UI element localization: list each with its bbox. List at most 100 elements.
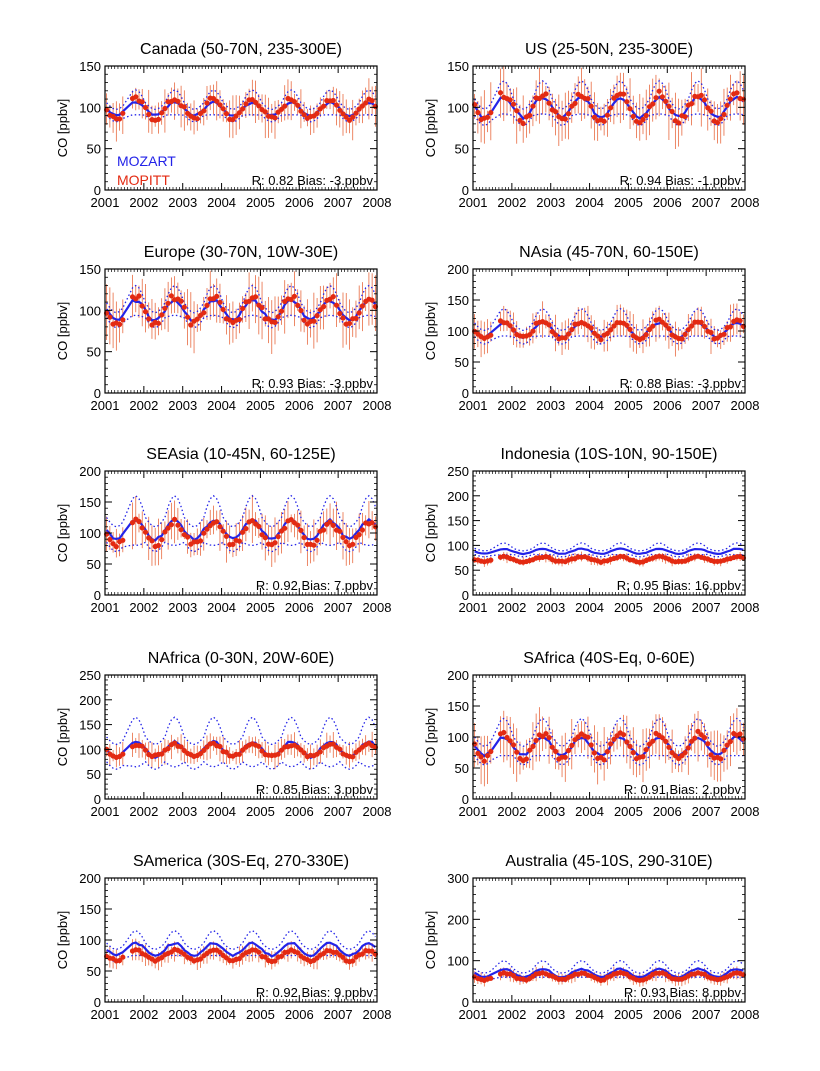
observation-point — [243, 101, 249, 107]
observation-point — [243, 526, 249, 532]
x-tick-label: 2006 — [653, 1007, 682, 1022]
y-tick-label: 100 — [79, 742, 101, 757]
observation-point — [272, 115, 278, 121]
observation-point — [139, 303, 145, 309]
observation-point — [646, 326, 653, 333]
observation-point — [136, 947, 142, 953]
observation-point — [343, 114, 349, 120]
observation-point — [236, 751, 242, 757]
observation-point — [291, 293, 297, 299]
observation-point — [650, 101, 656, 107]
observation-point — [514, 108, 520, 114]
x-tick-label: 2007 — [324, 1007, 353, 1022]
observation-point — [197, 751, 204, 757]
observation-point — [201, 108, 207, 114]
observation-point — [223, 749, 229, 755]
observation-points — [472, 969, 747, 984]
y-tick-label: 100 — [79, 933, 101, 948]
x-tick-label: 2003 — [536, 195, 565, 210]
y-tick-label: 50 — [455, 563, 469, 578]
observation-point — [197, 538, 204, 544]
y-tick-label: 150 — [79, 59, 101, 74]
observation-point — [223, 111, 229, 117]
y-tick-label: 100 — [447, 954, 469, 969]
observation-point — [272, 958, 278, 964]
observation-point — [692, 735, 698, 741]
x-tick-label: 2002 — [129, 600, 158, 615]
x-tick-label: 2001 — [459, 1007, 488, 1022]
y-tick-label: 100 — [447, 324, 469, 339]
observation-point — [527, 332, 533, 338]
model-line — [106, 941, 377, 958]
observation-point — [507, 97, 513, 103]
observation-point — [604, 330, 611, 337]
observation-point — [350, 958, 356, 964]
x-tick-label: 2007 — [324, 600, 353, 615]
observation-point — [220, 106, 226, 112]
observation-point — [165, 746, 171, 752]
observation-point — [604, 112, 611, 118]
y-axis-label: CO [ppbv] — [423, 302, 438, 361]
x-tick-label: 2005 — [246, 398, 275, 413]
observation-point — [330, 522, 336, 529]
observation-point — [217, 524, 223, 530]
observation-point — [353, 315, 359, 321]
observation-point — [727, 738, 734, 745]
observation-point — [637, 120, 643, 126]
observation-point — [369, 297, 375, 303]
panel-title: Australia (45-10S, 290-310E) — [505, 853, 712, 870]
observation-point — [253, 294, 259, 300]
observation-point — [727, 324, 734, 330]
x-tick-label: 2007 — [692, 195, 721, 210]
observation-point — [317, 749, 323, 755]
observation-point — [314, 110, 320, 116]
observation-point — [311, 542, 317, 548]
observation-point — [543, 731, 549, 737]
observation-point — [159, 312, 165, 318]
model-spread — [474, 542, 744, 558]
observation-point — [236, 316, 242, 323]
observation-point — [530, 103, 536, 109]
y-tick-label: 200 — [79, 693, 101, 708]
observation-point — [527, 112, 533, 118]
observation-point — [685, 327, 691, 333]
observation-point — [272, 319, 278, 325]
observation-point — [591, 114, 598, 120]
observation-point — [705, 741, 711, 747]
observation-point — [611, 323, 617, 329]
observation-point — [546, 100, 552, 106]
observation-point — [162, 105, 168, 112]
observation-point — [139, 99, 145, 105]
observation-point — [220, 306, 226, 313]
observation-point — [481, 758, 487, 764]
y-tick-label: 150 — [447, 514, 469, 529]
observation-point — [236, 538, 242, 544]
observation-points — [104, 946, 378, 965]
observation-point — [133, 94, 139, 100]
panel-title: US (25-50N, 235-300E) — [525, 41, 693, 58]
y-tick-label: 200 — [447, 489, 469, 504]
model-spread — [106, 494, 376, 553]
y-axis-label: CO [ppbv] — [423, 911, 438, 970]
model-spread-lower — [474, 754, 744, 766]
observation-point — [117, 321, 123, 327]
x-tick-label: 2001 — [459, 804, 488, 819]
observation-point — [553, 748, 559, 755]
observation-point — [595, 333, 601, 339]
observation-point — [165, 300, 171, 306]
x-tick-label: 2008 — [731, 1007, 760, 1022]
y-tick-label: 150 — [79, 495, 101, 510]
observation-point — [343, 539, 349, 545]
observation-point — [185, 314, 191, 320]
x-tick-label: 2007 — [692, 1007, 721, 1022]
observation-point — [178, 744, 184, 750]
observation-point — [181, 951, 187, 957]
observation-point — [549, 329, 555, 335]
observation-point — [301, 112, 307, 118]
observation-point — [337, 528, 343, 534]
observation-point — [621, 732, 627, 738]
y-tick-label: 100 — [447, 730, 469, 745]
observation-point — [624, 739, 630, 745]
stats-annotation: R: 0.92 Bias: 9.ppbv — [256, 985, 374, 1000]
observation-point — [240, 747, 246, 753]
